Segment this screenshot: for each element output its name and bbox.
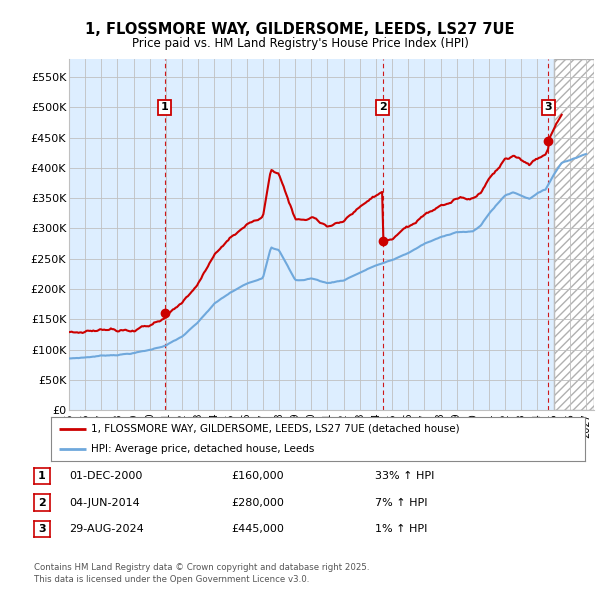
Text: 1: 1 (38, 471, 46, 481)
Text: 2: 2 (379, 103, 386, 113)
Text: £280,000: £280,000 (231, 498, 284, 507)
Text: 2: 2 (38, 498, 46, 507)
Text: £160,000: £160,000 (231, 471, 284, 481)
Text: 04-JUN-2014: 04-JUN-2014 (69, 498, 140, 507)
Text: Price paid vs. HM Land Registry's House Price Index (HPI): Price paid vs. HM Land Registry's House … (131, 37, 469, 50)
Text: 3: 3 (544, 103, 552, 113)
Text: 1% ↑ HPI: 1% ↑ HPI (375, 525, 427, 534)
Text: 7% ↑ HPI: 7% ↑ HPI (375, 498, 427, 507)
Text: HPI: Average price, detached house, Leeds: HPI: Average price, detached house, Leed… (91, 444, 314, 454)
Text: 1, FLOSSMORE WAY, GILDERSOME, LEEDS, LS27 7UE: 1, FLOSSMORE WAY, GILDERSOME, LEEDS, LS2… (85, 22, 515, 37)
Text: Contains HM Land Registry data © Crown copyright and database right 2025.
This d: Contains HM Land Registry data © Crown c… (34, 563, 370, 584)
Text: 01-DEC-2000: 01-DEC-2000 (69, 471, 142, 481)
Text: 29-AUG-2024: 29-AUG-2024 (69, 525, 144, 534)
Text: 3: 3 (38, 525, 46, 534)
Text: 1, FLOSSMORE WAY, GILDERSOME, LEEDS, LS27 7UE (detached house): 1, FLOSSMORE WAY, GILDERSOME, LEEDS, LS2… (91, 424, 460, 434)
Text: 1: 1 (161, 103, 169, 113)
Text: 33% ↑ HPI: 33% ↑ HPI (375, 471, 434, 481)
Text: £445,000: £445,000 (231, 525, 284, 534)
